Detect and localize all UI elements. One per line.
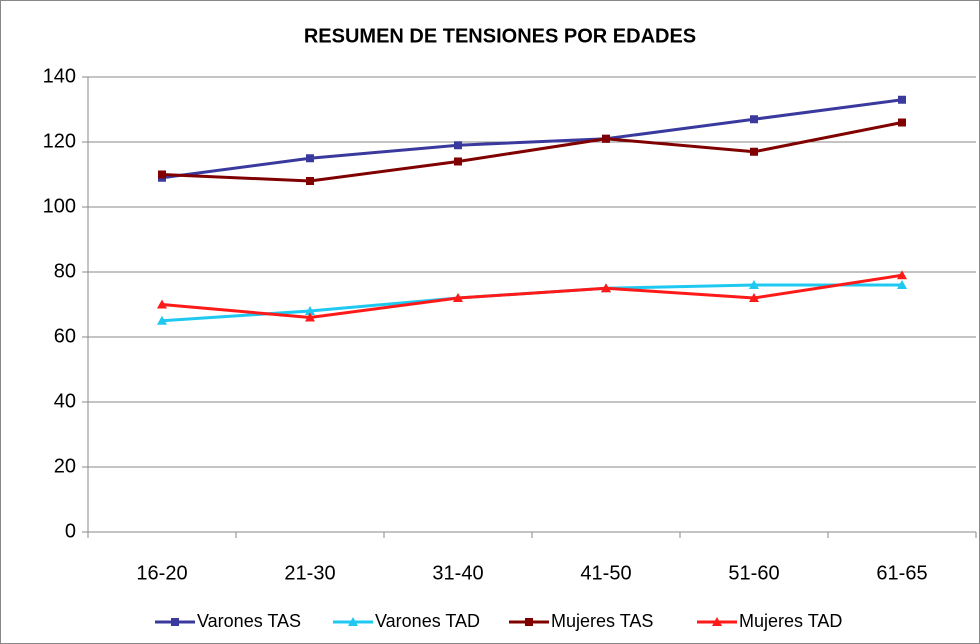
x-tick-label: 51-60 <box>728 562 779 584</box>
y-tick-label: 40 <box>54 390 76 412</box>
y-tick-label: 0 <box>65 520 76 542</box>
marker <box>158 170 166 179</box>
y-tick-label: 80 <box>54 260 76 282</box>
marker <box>306 177 314 185</box>
legend-label: Varones TAD <box>375 611 480 631</box>
marker <box>712 617 722 626</box>
marker <box>898 118 906 127</box>
marker <box>454 141 462 150</box>
y-tick-label: 120 <box>43 130 76 152</box>
marker <box>305 306 315 315</box>
marker <box>157 299 167 309</box>
marker <box>525 618 533 626</box>
x-tick-label: 61-65 <box>876 562 927 584</box>
legend-label: Mujeres TAS <box>551 611 653 631</box>
line <box>161 121 903 183</box>
series <box>158 118 906 185</box>
marker <box>601 283 611 293</box>
x-tick-label: 16-20 <box>136 562 187 584</box>
marker <box>897 270 907 280</box>
legend-label: Varones TAS <box>197 611 301 631</box>
marker <box>602 134 610 143</box>
marker <box>749 280 759 289</box>
marker <box>750 115 758 124</box>
marker <box>749 293 759 302</box>
marker <box>898 95 906 104</box>
y-tick-label: 60 <box>54 325 76 347</box>
marker <box>897 280 907 289</box>
y-tick-label: 20 <box>54 455 76 477</box>
line <box>161 273 903 320</box>
chart-title: RESUMEN DE TENSIONES POR EDADES <box>304 25 696 47</box>
marker <box>157 315 167 325</box>
x-tick-label: 21-30 <box>284 562 335 584</box>
y-tick-label: 140 <box>43 65 76 87</box>
legend-label: Mujeres TAD <box>739 611 842 631</box>
x-tick-label: 31-40 <box>432 562 483 584</box>
marker <box>306 154 314 163</box>
marker <box>453 293 463 302</box>
y-tick-label: 100 <box>43 195 76 217</box>
marker <box>750 147 758 156</box>
marker <box>454 157 462 166</box>
line <box>161 98 903 180</box>
marker <box>171 618 179 626</box>
marker <box>305 312 315 322</box>
series <box>157 270 907 322</box>
marker <box>348 617 358 626</box>
x-tick-label: 41-50 <box>580 562 631 584</box>
